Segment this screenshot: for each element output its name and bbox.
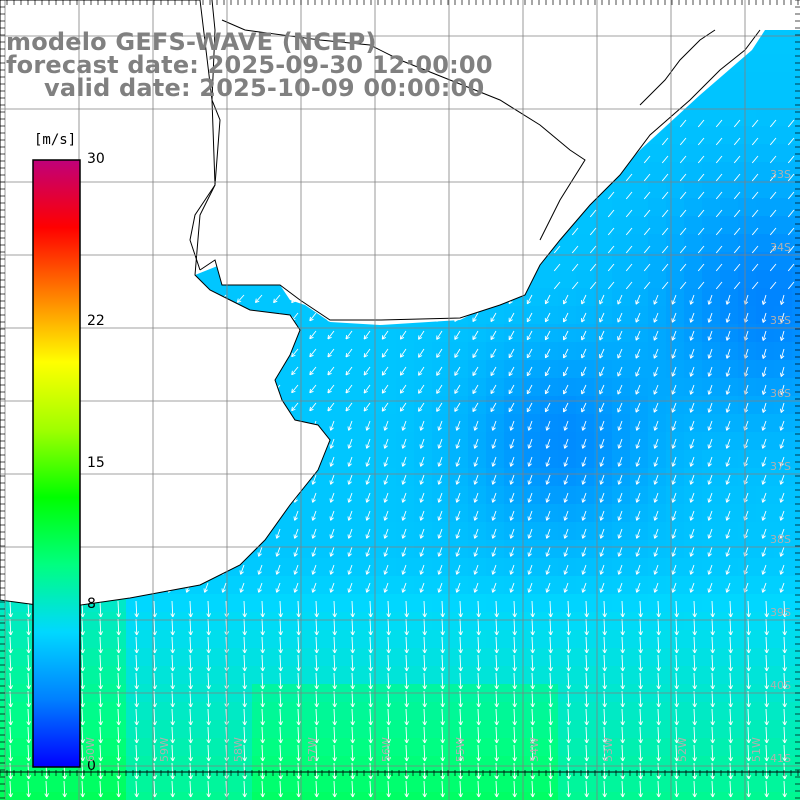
land-mass xyxy=(0,0,800,325)
longitude-label: 57W xyxy=(306,737,319,762)
longitude-label: 54W xyxy=(528,737,541,762)
longitude-label: 52W xyxy=(676,737,689,762)
colorbar xyxy=(32,159,81,768)
longitude-label: 60W xyxy=(84,737,97,762)
latitude-label: 37S xyxy=(770,460,791,473)
latitude-label: 41S xyxy=(770,752,791,765)
colorbar-tick-label: 8 xyxy=(87,596,96,613)
longitude-label: 59W xyxy=(158,737,171,762)
title-forecast-date: forecast date: 2025-09-30 12:00:00 xyxy=(6,51,493,79)
land-uruguay xyxy=(199,29,761,321)
title-model: modelo GEFS-WAVE (NCEP) xyxy=(6,28,377,56)
colorbar-tick-label: 30 xyxy=(87,151,105,167)
coastline-brazil xyxy=(189,0,716,271)
latitude-label: 38S xyxy=(770,533,791,546)
latitude-label: 39S xyxy=(770,606,791,619)
latitude-label: 36S xyxy=(770,387,791,400)
colorbar-tick-label: 22 xyxy=(87,312,105,329)
longitude-label: 51W xyxy=(750,737,763,762)
colorbar-unit: [m/s] xyxy=(34,132,77,148)
colorbar-tick-label: 15 xyxy=(87,454,105,471)
latitude-label: 35S xyxy=(770,314,791,327)
longitude-label: 58W xyxy=(232,737,245,762)
longitude-label: 53W xyxy=(602,737,615,762)
title-valid-date: valid date: 2025-10-09 00:00:00 xyxy=(44,74,485,102)
latitude-label: 40S xyxy=(770,679,791,692)
latitude-label: 33S xyxy=(770,168,791,181)
longitude-label: 56W xyxy=(380,737,393,762)
latitude-label: 34S xyxy=(770,241,791,254)
coastline-argentina xyxy=(0,0,331,609)
colorbar-tick-label: 0 xyxy=(87,758,96,774)
longitude-label: 55W xyxy=(454,737,467,762)
